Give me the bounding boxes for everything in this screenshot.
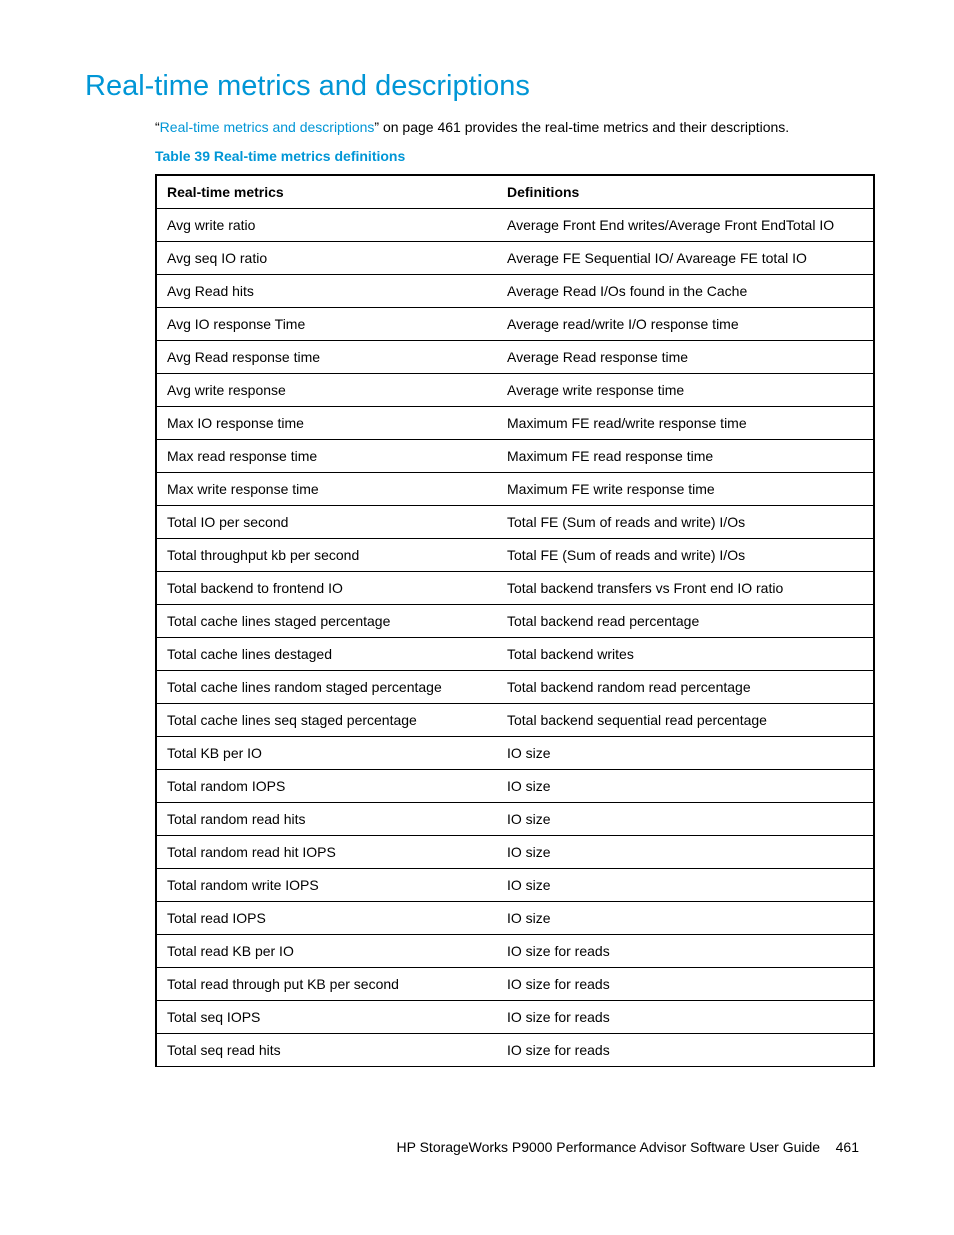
metric-definition: IO size xyxy=(497,836,874,869)
table-row: Total cache lines staged percentageTotal… xyxy=(156,605,874,638)
page-title: Real-time metrics and descriptions xyxy=(85,70,879,103)
metric-definition: Average read/write I/O response time xyxy=(497,308,874,341)
table-row: Total seq IOPSIO size for reads xyxy=(156,1001,874,1034)
metric-definition: IO size xyxy=(497,869,874,902)
metric-name: Total IO per second xyxy=(156,506,497,539)
metric-definition: Total backend writes xyxy=(497,638,874,671)
metric-definition: IO size for reads xyxy=(497,968,874,1001)
table-row: Avg IO response TimeAverage read/write I… xyxy=(156,308,874,341)
table-row: Total KB per IOIO size xyxy=(156,737,874,770)
table-row: Total random read hitsIO size xyxy=(156,803,874,836)
table-row: Max IO response timeMaximum FE read/writ… xyxy=(156,407,874,440)
metric-name: Total backend to frontend IO xyxy=(156,572,497,605)
metric-name: Total cache lines destaged xyxy=(156,638,497,671)
metric-name: Total seq read hits xyxy=(156,1034,497,1067)
metric-definition: Total backend random read percentage xyxy=(497,671,874,704)
metric-definition: Average Read response time xyxy=(497,341,874,374)
table-row: Max read response timeMaximum FE read re… xyxy=(156,440,874,473)
metric-definition: Total FE (Sum of reads and write) I/Os xyxy=(497,506,874,539)
intro-paragraph: “Real-time metrics and descriptions” on … xyxy=(155,117,879,138)
table-row: Total read IOPSIO size xyxy=(156,902,874,935)
table-row: Total IO per secondTotal FE (Sum of read… xyxy=(156,506,874,539)
metric-name: Avg Read hits xyxy=(156,275,497,308)
col-header-metrics: Real-time metrics xyxy=(156,175,497,209)
table-row: Total random write IOPSIO size xyxy=(156,869,874,902)
metric-name: Max IO response time xyxy=(156,407,497,440)
metric-name: Total cache lines seq staged percentage xyxy=(156,704,497,737)
table-row: Total seq read hitsIO size for reads xyxy=(156,1034,874,1067)
metric-name: Total random read hit IOPS xyxy=(156,836,497,869)
metric-name: Avg IO response Time xyxy=(156,308,497,341)
table-row: Total cache lines random staged percenta… xyxy=(156,671,874,704)
table-row: Total random IOPSIO size xyxy=(156,770,874,803)
metric-definition: IO size xyxy=(497,902,874,935)
metric-name: Total read KB per IO xyxy=(156,935,497,968)
table-row: Total read through put KB per secondIO s… xyxy=(156,968,874,1001)
table-row: Avg seq IO ratioAverage FE Sequential IO… xyxy=(156,242,874,275)
intro-rest: ” on page 461 provides the real-time met… xyxy=(374,119,789,135)
metric-name: Total random IOPS xyxy=(156,770,497,803)
metric-name: Total random read hits xyxy=(156,803,497,836)
table-row: Avg write responseAverage write response… xyxy=(156,374,874,407)
metric-definition: Average Front End writes/Average Front E… xyxy=(497,209,874,242)
metric-definition: IO size for reads xyxy=(497,935,874,968)
metric-definition: Total FE (Sum of reads and write) I/Os xyxy=(497,539,874,572)
table-row: Avg write ratioAverage Front End writes/… xyxy=(156,209,874,242)
footer-text: HP StorageWorks P9000 Performance Adviso… xyxy=(397,1139,821,1155)
metric-definition: Maximum FE read response time xyxy=(497,440,874,473)
metric-name: Avg Read response time xyxy=(156,341,497,374)
table-row: Total random read hit IOPSIO size xyxy=(156,836,874,869)
metric-definition: Average write response time xyxy=(497,374,874,407)
table-row: Total throughput kb per secondTotal FE (… xyxy=(156,539,874,572)
metric-definition: Maximum FE write response time xyxy=(497,473,874,506)
metric-name: Total throughput kb per second xyxy=(156,539,497,572)
metric-definition: Average Read I/Os found in the Cache xyxy=(497,275,874,308)
footer-page-number: 461 xyxy=(836,1139,859,1155)
metric-definition: Total backend read percentage xyxy=(497,605,874,638)
table-row: Total read KB per IOIO size for reads xyxy=(156,935,874,968)
metric-definition: IO size xyxy=(497,737,874,770)
metrics-table: Real-time metrics Definitions Avg write … xyxy=(155,174,875,1067)
metric-name: Total KB per IO xyxy=(156,737,497,770)
table-row: Avg Read hitsAverage Read I/Os found in … xyxy=(156,275,874,308)
metric-definition: IO size xyxy=(497,803,874,836)
col-header-definitions: Definitions xyxy=(497,175,874,209)
table-caption: Table 39 Real-time metrics definitions xyxy=(155,148,879,164)
metric-definition: Total backend sequential read percentage xyxy=(497,704,874,737)
table-row: Max write response timeMaximum FE write … xyxy=(156,473,874,506)
page-footer: HP StorageWorks P9000 Performance Adviso… xyxy=(397,1139,860,1155)
metric-definition: IO size xyxy=(497,770,874,803)
metric-definition: Average FE Sequential IO/ Avareage FE to… xyxy=(497,242,874,275)
page: Real-time metrics and descriptions “Real… xyxy=(0,0,954,1235)
table-row: Total cache lines destagedTotal backend … xyxy=(156,638,874,671)
metric-definition: Maximum FE read/write response time xyxy=(497,407,874,440)
metric-name: Avg write response xyxy=(156,374,497,407)
metric-name: Total seq IOPS xyxy=(156,1001,497,1034)
metric-name: Max write response time xyxy=(156,473,497,506)
table-row: Total cache lines seq staged percentageT… xyxy=(156,704,874,737)
metric-definition: IO size for reads xyxy=(497,1001,874,1034)
table-row: Avg Read response timeAverage Read respo… xyxy=(156,341,874,374)
metric-name: Total random write IOPS xyxy=(156,869,497,902)
table-row: Total backend to frontend IOTotal backen… xyxy=(156,572,874,605)
table-header-row: Real-time metrics Definitions xyxy=(156,175,874,209)
metric-name: Total read through put KB per second xyxy=(156,968,497,1001)
metric-definition: IO size for reads xyxy=(497,1034,874,1067)
metric-name: Max read response time xyxy=(156,440,497,473)
intro-link[interactable]: Real-time metrics and descriptions xyxy=(160,119,375,135)
metric-name: Total cache lines staged percentage xyxy=(156,605,497,638)
metric-definition: Total backend transfers vs Front end IO … xyxy=(497,572,874,605)
metric-name: Avg seq IO ratio xyxy=(156,242,497,275)
metric-name: Total read IOPS xyxy=(156,902,497,935)
metric-name: Avg write ratio xyxy=(156,209,497,242)
metric-name: Total cache lines random staged percenta… xyxy=(156,671,497,704)
